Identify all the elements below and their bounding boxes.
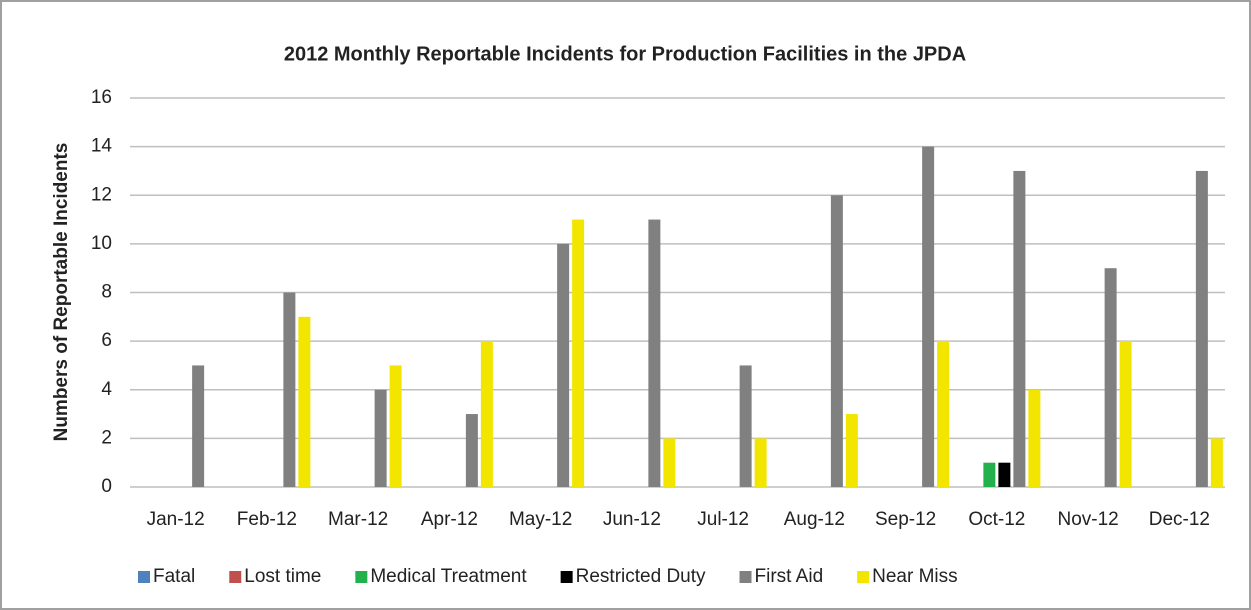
x-tick-label: Dec-12 <box>1149 509 1210 530</box>
y-tick-label: 2 <box>101 427 112 448</box>
x-tick-label: Jul-12 <box>697 509 749 530</box>
y-tick-label: 4 <box>101 379 112 400</box>
y-tick-label: 0 <box>101 476 112 497</box>
bar <box>648 219 661 487</box>
legend-label: Medical Treatment <box>370 566 527 587</box>
legend-swatch <box>857 571 870 583</box>
x-tick-label: Aug-12 <box>784 509 845 530</box>
legend-swatch <box>560 571 573 583</box>
bar <box>480 341 493 487</box>
x-tick-label: Oct-12 <box>968 509 1025 530</box>
x-tick-label: Sep-12 <box>875 509 936 530</box>
legend-label: Restricted Duty <box>576 566 706 587</box>
y-axis-label: Numbers of Reportable Incidents <box>51 143 72 442</box>
legend-swatch <box>138 571 150 583</box>
legend-label: Near Miss <box>872 566 958 587</box>
bar <box>663 438 676 487</box>
x-tick-label: May-12 <box>509 509 572 530</box>
legend-label: First Aid <box>755 566 824 587</box>
bar <box>1028 389 1041 487</box>
bar <box>572 219 585 487</box>
bar <box>374 389 387 487</box>
bar <box>1195 170 1208 487</box>
bar <box>739 365 752 487</box>
bar <box>922 146 935 487</box>
bar <box>998 462 1011 487</box>
y-tick-label: 14 <box>91 136 113 157</box>
legend-swatch <box>739 571 752 583</box>
y-tick-label: 16 <box>91 87 112 108</box>
bar <box>754 438 767 487</box>
bar <box>1119 341 1132 487</box>
bar <box>283 292 296 487</box>
x-tick-label: Apr-12 <box>421 509 478 530</box>
y-tick-label: 12 <box>91 184 112 205</box>
bar <box>937 341 950 487</box>
bar <box>830 195 843 487</box>
bar <box>192 365 205 487</box>
bar <box>389 365 402 487</box>
bar <box>557 243 570 487</box>
bar <box>983 462 996 487</box>
y-tick-label: 8 <box>101 282 112 303</box>
bar <box>1104 268 1117 487</box>
bar <box>1013 170 1026 487</box>
x-tick-label: Feb-12 <box>237 509 297 530</box>
y-tick-label: 10 <box>91 233 112 254</box>
x-tick-label: Jun-12 <box>603 509 661 530</box>
chart-title: 2012 Monthly Reportable Incidents for Pr… <box>284 43 966 65</box>
x-tick-label: Jan-12 <box>147 509 205 530</box>
bar <box>465 414 478 487</box>
legend-label: Lost time <box>244 566 321 587</box>
bar <box>1210 438 1223 487</box>
legend-label: Fatal <box>153 566 195 587</box>
x-tick-label: Nov-12 <box>1058 509 1119 530</box>
legend-swatch <box>355 571 368 583</box>
legend-swatch <box>229 571 242 583</box>
y-tick-label: 6 <box>101 330 112 351</box>
x-tick-label: Mar-12 <box>328 509 388 530</box>
bar <box>298 316 311 487</box>
bar <box>845 414 858 487</box>
